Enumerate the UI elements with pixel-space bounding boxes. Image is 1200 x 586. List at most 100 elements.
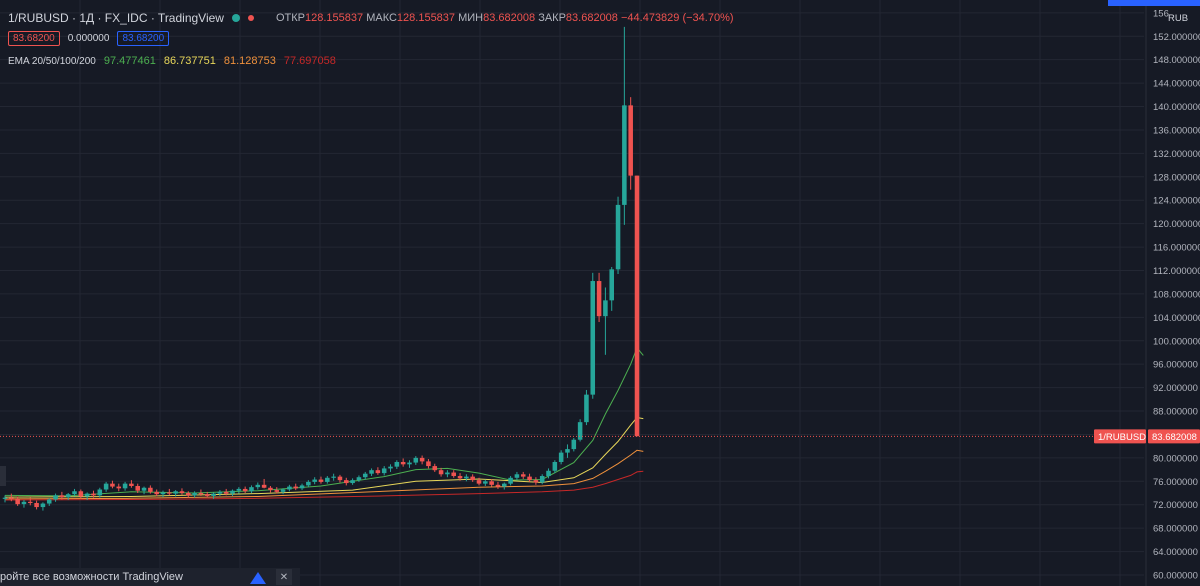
candle-body (596, 281, 602, 317)
y-tick-label: 92.000000 (1153, 383, 1198, 394)
candle-body (84, 493, 90, 497)
y-tick-label: 152.000000 (1153, 32, 1200, 43)
candle-body (204, 494, 210, 496)
candle-body (413, 457, 419, 463)
candle (204, 491, 210, 498)
candle (407, 460, 412, 468)
candle-body (65, 494, 71, 498)
candle-body (318, 479, 324, 482)
candle-body (103, 483, 109, 490)
candle (148, 485, 153, 494)
candle (59, 491, 65, 500)
candle (325, 476, 330, 484)
y-tick-label: 76.000000 (1153, 477, 1198, 488)
candle (438, 467, 444, 477)
candle (217, 490, 223, 496)
candle (306, 480, 311, 488)
y-tick-label: 64.000000 (1153, 547, 1198, 558)
candle (571, 437, 577, 452)
symbol-title[interactable]: 1/RUBUSD · 1Д · FX_IDC · TradingView (8, 11, 224, 25)
bid-ask-row: 83.68200 0.000000 83.68200 (8, 31, 170, 46)
candle (565, 444, 570, 458)
candle-body (527, 476, 532, 481)
candle-body (520, 474, 526, 477)
candle (21, 500, 27, 508)
y-tick-label: 132.000000 (1153, 149, 1200, 160)
candle-body (211, 493, 216, 496)
candle-body (293, 486, 298, 489)
candle-body (306, 481, 311, 486)
candle (596, 272, 602, 323)
candle (483, 479, 488, 486)
candle (451, 470, 456, 478)
left-toolbar-handle[interactable] (0, 466, 6, 486)
candle-series (2, 26, 640, 511)
candle (160, 490, 166, 498)
candle-body (489, 481, 494, 485)
candle (369, 468, 374, 477)
candle-body (615, 204, 621, 270)
candle-body (609, 269, 614, 301)
y-tick-label: 80.000000 (1153, 453, 1198, 464)
candle-body (451, 472, 456, 477)
candle (318, 476, 324, 484)
candle-body (192, 493, 197, 496)
currency-label[interactable]: RUB (1168, 13, 1188, 24)
candle-body (571, 439, 577, 450)
candle-body (577, 422, 583, 440)
close-icon[interactable]: ✕ (276, 569, 292, 585)
low-value: 83.682008 (483, 12, 536, 24)
candle-body (287, 486, 292, 490)
candle-body (46, 499, 52, 504)
candle (419, 455, 425, 465)
grid-lines (0, 0, 1144, 586)
candle (65, 493, 71, 501)
candle-body (407, 462, 412, 465)
candle-body (268, 487, 273, 491)
candle-body (445, 472, 450, 475)
candle (514, 471, 520, 481)
candle-body (634, 175, 640, 437)
candle-body (628, 105, 633, 176)
candle-body (325, 477, 330, 482)
candle (242, 486, 248, 494)
candle (28, 497, 33, 506)
candle (539, 474, 545, 485)
ema20-value: 97.477461 (103, 55, 156, 67)
promo-banner[interactable]: ройте все возможности TradingView ✕ (0, 568, 300, 586)
candle (211, 492, 216, 499)
price-axis[interactable]: 60.000000 64.000000 68.000000 72.000000 76.0… (1094, 0, 1200, 586)
candle (558, 450, 564, 465)
candle (230, 489, 235, 496)
buy-button[interactable]: 83.68200 (117, 31, 170, 46)
candle (495, 481, 501, 489)
ema200-value: 77.697058 (283, 55, 336, 67)
candle-body (331, 476, 336, 478)
candle-body (236, 488, 242, 491)
candle (116, 483, 122, 492)
price-tag (1148, 429, 1200, 444)
candle-body (186, 493, 191, 496)
candle (40, 502, 46, 511)
candle (122, 481, 128, 491)
candle-body (242, 488, 248, 492)
candle-body (78, 491, 84, 497)
candle-body (394, 461, 400, 467)
data-status-icon (247, 15, 254, 21)
ema-legend[interactable]: EMA 20/50/100/200 97.477461 86.737751 81… (8, 55, 336, 67)
y-tick-label: 104.000000 (1153, 313, 1200, 324)
candle-body (160, 492, 166, 495)
candle (552, 460, 558, 474)
candle-body (299, 485, 305, 489)
candle-body (565, 449, 570, 453)
candle (312, 477, 317, 485)
candle (167, 488, 172, 496)
candle (255, 482, 261, 490)
candle (622, 26, 627, 225)
candle (577, 419, 583, 442)
candle-body (28, 501, 33, 503)
sell-button[interactable]: 83.68200 (8, 31, 60, 46)
symbol-tag-label: 1/RUBUSD (1098, 432, 1146, 443)
ema100-line (4, 449, 644, 500)
